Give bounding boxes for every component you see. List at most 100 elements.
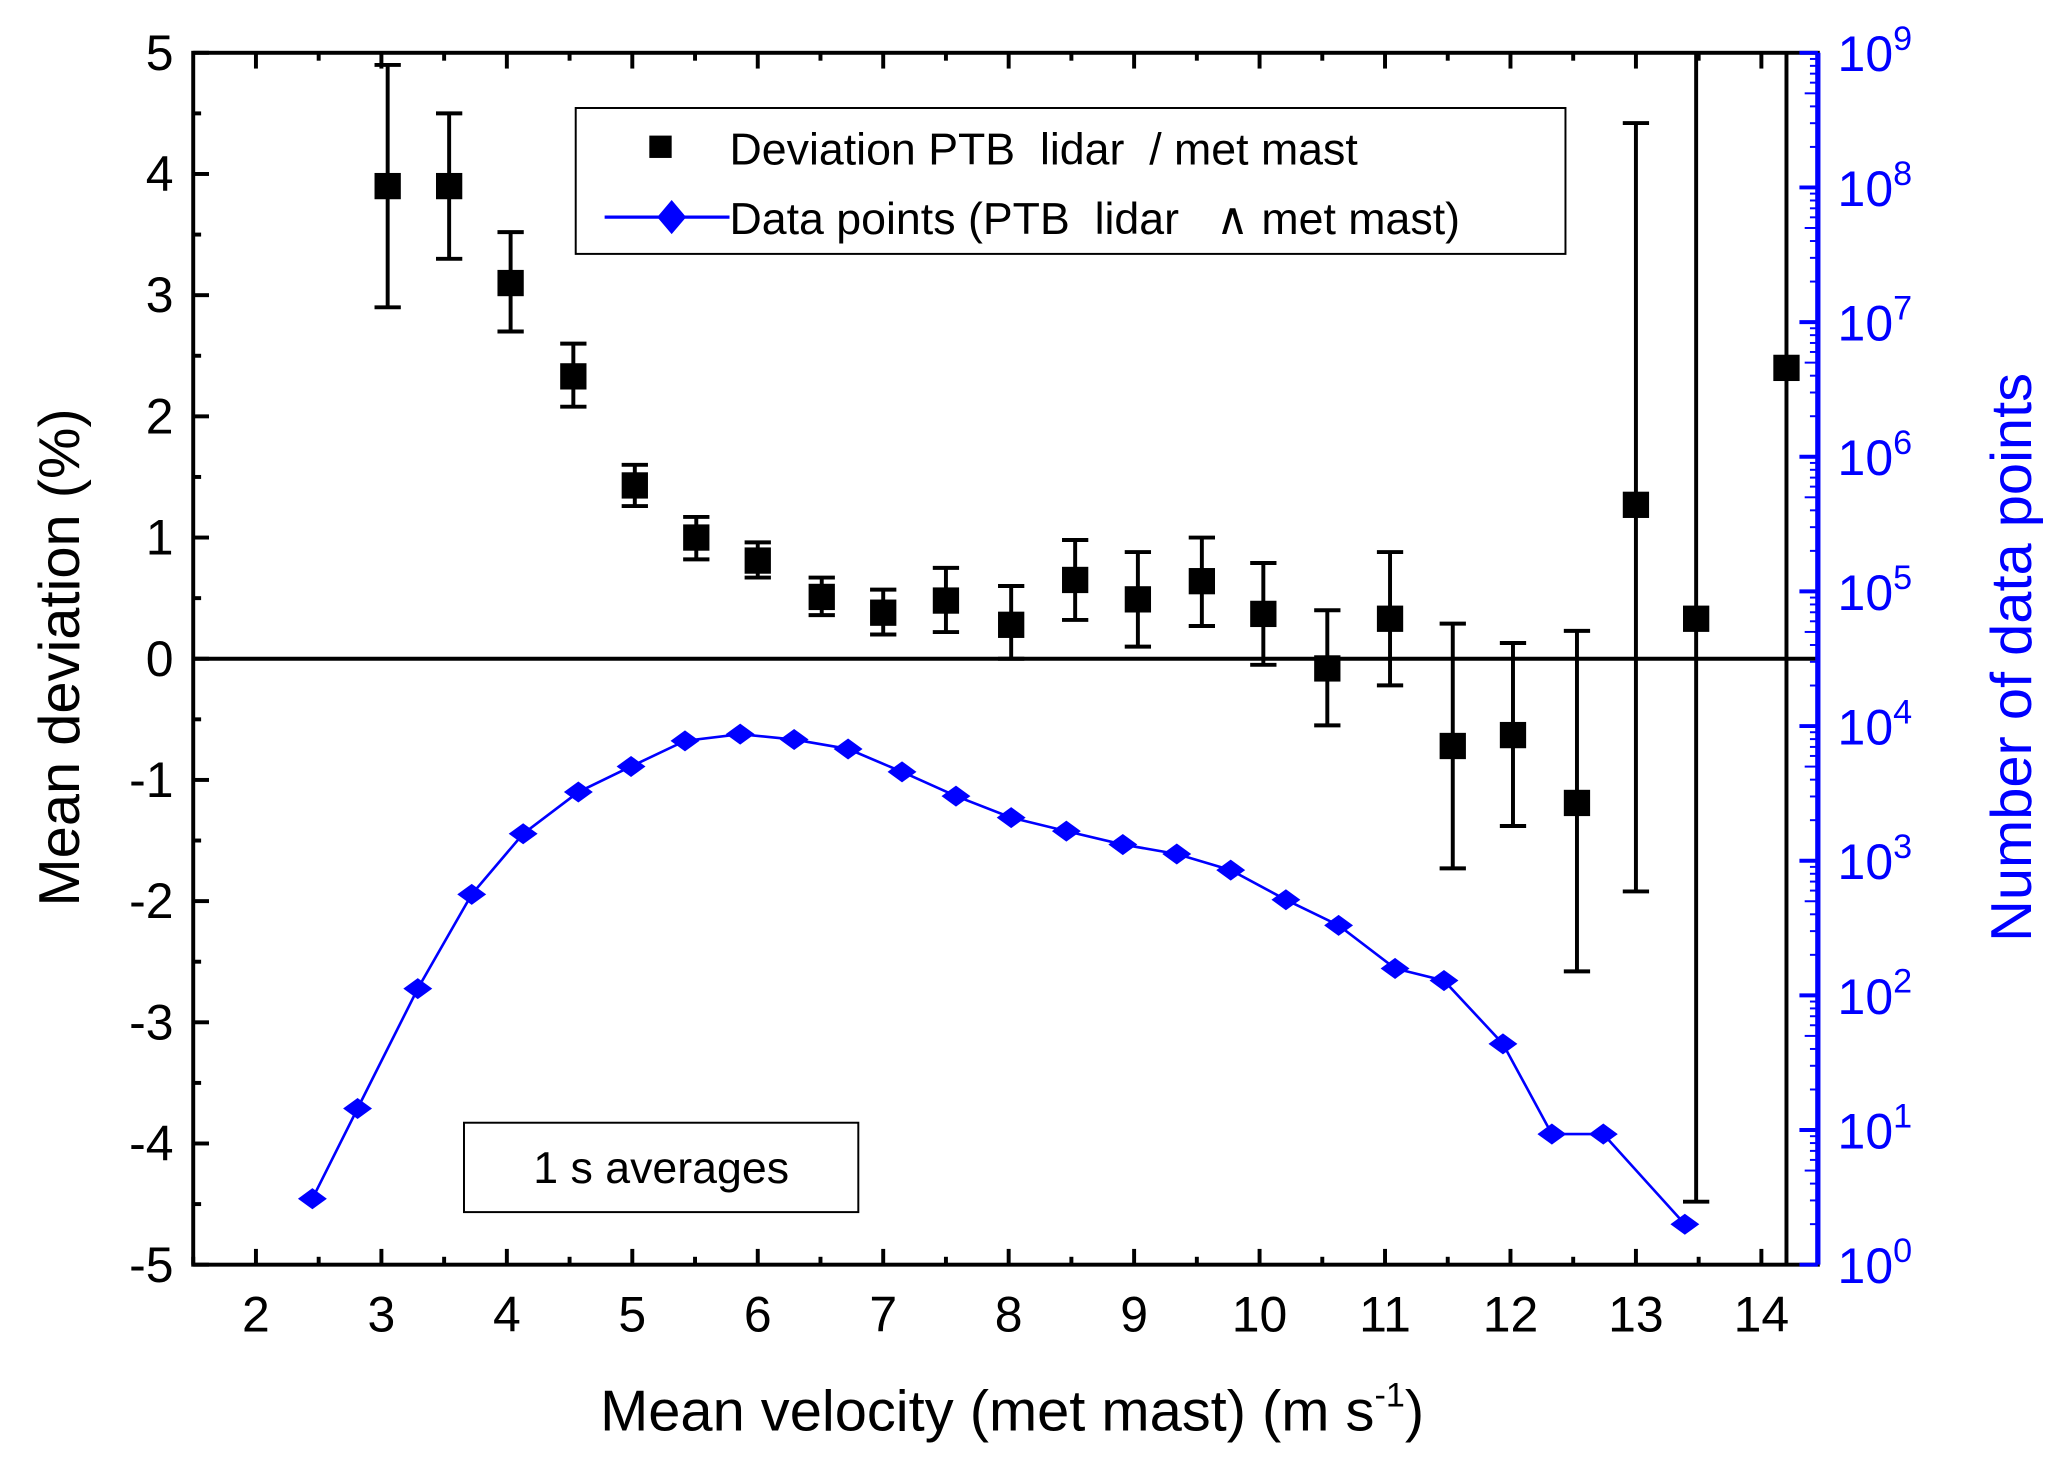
y2-tick-label: 101 xyxy=(1838,1097,1913,1159)
data-points-marker xyxy=(1216,859,1246,881)
x-tick-label: 2 xyxy=(242,1287,270,1343)
x-axis-label-sup: -1 xyxy=(1374,1377,1404,1415)
deviation-marker xyxy=(744,547,771,574)
data-points-marker xyxy=(996,807,1026,829)
x-tick-label: 10 xyxy=(1232,1287,1288,1343)
y-tick-label: 1 xyxy=(146,510,174,566)
x-tick-label: 14 xyxy=(1734,1287,1790,1343)
deviation-marker xyxy=(435,172,463,200)
y2-tick-label: 104 xyxy=(1838,693,1913,755)
chart-marks xyxy=(193,52,1818,1265)
y-tick-label: 2 xyxy=(146,388,174,444)
data-points-marker xyxy=(343,1097,373,1119)
x-tick-label: 9 xyxy=(1120,1287,1148,1343)
y2-tick-label: 102 xyxy=(1838,963,1913,1025)
x-axis-label-end: ) xyxy=(1405,1379,1424,1443)
deviation-marker xyxy=(808,583,835,611)
y-tick-label: -4 xyxy=(129,1116,173,1172)
x-axis-label-main: Mean velocity (met mast) (m s xyxy=(600,1379,1374,1443)
deviation-marker xyxy=(560,363,587,390)
annotation-box xyxy=(463,1121,860,1214)
x-tick-label: 13 xyxy=(1608,1287,1664,1343)
data-points-marker xyxy=(887,761,917,783)
data-points-marker xyxy=(941,785,971,807)
y2-tick-label: 107 xyxy=(1838,289,1913,351)
data-points-marker xyxy=(1488,1033,1518,1055)
y-tick-label: -2 xyxy=(129,873,173,929)
y-axis-label: Mean deviation (%) xyxy=(28,408,92,906)
x-tick-label: 7 xyxy=(869,1287,897,1343)
x-tick-label: 11 xyxy=(1359,1287,1411,1343)
deviation-marker xyxy=(932,587,960,614)
x-tick-label: 6 xyxy=(744,1287,772,1343)
y2-tick-label: 105 xyxy=(1838,559,1913,621)
deviation-marker xyxy=(1188,568,1216,595)
data-points-marker xyxy=(403,978,433,1000)
y2-tick-label: 106 xyxy=(1838,424,1913,486)
legend-entry-data-points: Data points (PTB lidar ∧ met mast) xyxy=(729,195,1460,244)
x-axis-label: Mean velocity (met mast) (m s-1) xyxy=(600,1377,1424,1444)
y-tick-label: -3 xyxy=(129,994,173,1050)
y2-tick-label: 108 xyxy=(1838,155,1913,217)
data-points-marker xyxy=(833,738,863,760)
data-points-marker xyxy=(1051,820,1081,842)
axis-ticks: 2 3 4 5 6 7 8 9 10 11 12 13 14-5-4-3-2-1012345100101… xyxy=(129,20,1912,1343)
deviation-marker xyxy=(621,472,648,499)
x-tick-label: 8 xyxy=(995,1287,1023,1343)
deviation-marker xyxy=(998,611,1025,638)
deviation-marker xyxy=(497,269,524,297)
y2-tick-label: 103 xyxy=(1838,828,1913,890)
data-points-marker xyxy=(670,730,700,752)
deviation-marker xyxy=(1563,789,1591,817)
data-points-marker xyxy=(1670,1213,1700,1235)
y-tick-label: 4 xyxy=(146,146,174,202)
deviation-marker xyxy=(1062,566,1089,594)
annotation-text: 1 s averages xyxy=(533,1144,789,1193)
data-points-marker xyxy=(508,823,538,845)
data-points-marker xyxy=(1108,834,1138,856)
deviation-marker xyxy=(1439,732,1466,760)
deviation-marker xyxy=(1124,586,1152,613)
deviation-marker xyxy=(870,599,897,626)
data-points-marker xyxy=(1588,1123,1618,1145)
x-tick-label: 4 xyxy=(493,1287,521,1343)
y-tick-label: -1 xyxy=(129,752,173,808)
legend: Deviation PTB lidar / met mast Data poin… xyxy=(574,107,1567,255)
deviation-marker xyxy=(1250,600,1277,628)
data-points-marker xyxy=(1537,1123,1567,1145)
data-points-marker xyxy=(1380,957,1410,979)
legend-box xyxy=(574,107,1567,255)
x-tick-label: 3 xyxy=(368,1287,396,1343)
x-tick-label: 5 xyxy=(618,1287,646,1343)
legend-entry-deviation: Deviation PTB lidar / met mast xyxy=(729,126,1358,175)
data-points-marker xyxy=(1162,843,1192,865)
x-tick-label: 12 xyxy=(1483,1287,1539,1343)
data-points-marker xyxy=(779,729,809,751)
y-tick-label: 5 xyxy=(146,25,174,81)
y2-tick-label: 109 xyxy=(1838,20,1913,82)
y-tick-label: -5 xyxy=(129,1237,173,1293)
data-points-marker xyxy=(616,755,646,777)
deviation-marker xyxy=(1773,354,1800,382)
deviation-marker xyxy=(1499,721,1527,749)
y-tick-label: 0 xyxy=(146,631,174,687)
data-points-marker xyxy=(1271,889,1301,911)
y-tick-label: 3 xyxy=(146,267,174,323)
data-points-marker xyxy=(1324,914,1354,936)
y2-tick-label: 100 xyxy=(1838,1232,1913,1294)
annotation: 1 s averages xyxy=(463,1121,860,1214)
deviation-marker xyxy=(1314,655,1341,682)
data-points-marker xyxy=(725,723,755,745)
data-points-marker xyxy=(457,883,487,905)
legend-diamond-marker xyxy=(657,200,687,235)
y2-axis-label: Number of data points xyxy=(1980,373,2044,942)
deviation-marker xyxy=(683,524,710,551)
deviation-marker xyxy=(1683,605,1710,632)
data-points-marker xyxy=(1429,970,1459,992)
data-points-marker xyxy=(297,1188,327,1210)
deviation-marker xyxy=(1622,491,1650,518)
deviation-marker xyxy=(374,172,401,200)
deviation-marker xyxy=(1376,605,1404,632)
legend-square-marker xyxy=(649,135,672,158)
